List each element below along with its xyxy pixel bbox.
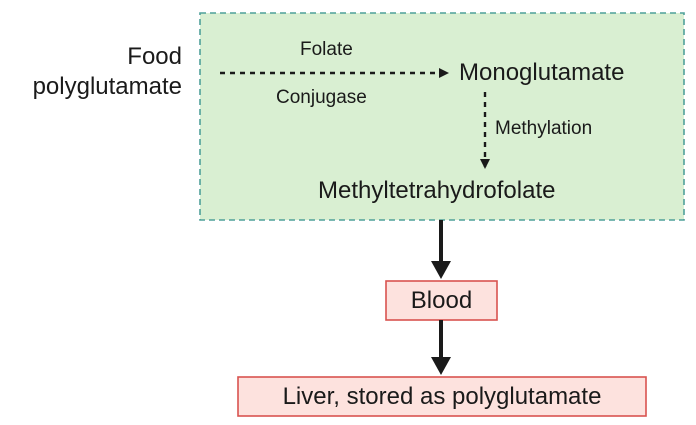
folate-label: Folate	[300, 39, 353, 60]
liver-label: Liver, stored as polyglutamate	[282, 382, 602, 410]
to-liver-arrow	[431, 320, 451, 375]
food-label-line2: polyglutamate	[32, 73, 182, 100]
methylation-label: Methylation	[495, 118, 593, 139]
methyltetrahydrofolate-label: Methyltetrahydrofolate	[318, 177, 556, 204]
monoglutamate-label: Monoglutamate	[459, 59, 625, 86]
to-blood-arrow	[431, 220, 451, 279]
food-polyglutamate-label: Food polyglutamate	[33, 42, 182, 102]
liver-box	[237, 376, 647, 417]
food-label-line1: Food	[127, 43, 182, 70]
intestinal-processing-region	[199, 12, 685, 221]
blood-label: Blood	[410, 286, 473, 314]
conjugase-label: Conjugase	[276, 87, 367, 108]
